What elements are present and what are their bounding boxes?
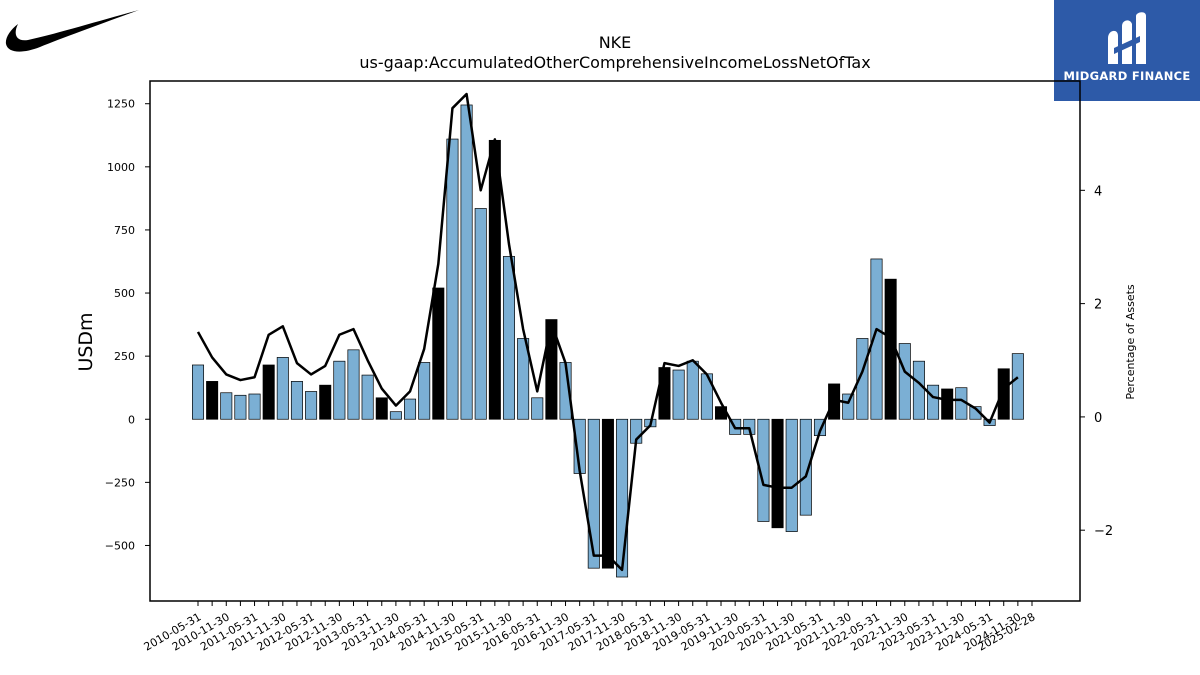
bar-2021-02-28 (799, 418, 812, 516)
bar-2016-05-31 (531, 397, 544, 420)
nike-swoosh-icon (5, 10, 140, 52)
publisher-name: MIDGARD FINANCE (1063, 69, 1191, 83)
bar-2015-11-30 (502, 256, 515, 420)
bar-2020-02-29 (743, 418, 756, 435)
bar-2023-05-31 (927, 384, 940, 420)
bar-2020-11-30 (785, 418, 798, 532)
bar-2013-08-31 (375, 397, 388, 420)
bar-2010-11-30 (220, 392, 233, 420)
bar-2017-05-31 (587, 418, 600, 569)
bar-2011-11-30 (276, 357, 289, 420)
y-tick-label: 0 (128, 413, 135, 426)
bar-2021-05-31 (813, 418, 826, 437)
y-axis-left: −500 −250 0 250 500 750 1000 1250 (105, 98, 150, 552)
bar-2011-05-31 (248, 393, 261, 420)
bar-2022-02-28 (856, 338, 869, 420)
y2-axis-label: Percentage of Assets (1124, 284, 1137, 400)
bar-2010-08-31 (206, 381, 219, 420)
bar-2014-11-30 (446, 138, 459, 420)
y-tick-label: 250 (114, 350, 135, 363)
bar-2011-02-28 (234, 394, 247, 420)
bar-2012-08-31 (319, 384, 332, 420)
bar-2024-11-30 (1011, 353, 1024, 420)
x-axis: 2010-05-312010-11-302011-05-312011-11-30… (142, 601, 1038, 654)
line-series (196, 92, 1019, 572)
bar-2018-11-30 (672, 369, 685, 420)
midgard-finance-logo: MIDGARD FINANCE (1054, 0, 1200, 101)
bar-2013-02-28 (347, 349, 360, 420)
bar-2020-08-31 (771, 418, 784, 529)
bar-2017-08-31 (601, 418, 614, 569)
y2-tick-label: 0 (1094, 411, 1102, 426)
bar-2021-11-30 (842, 393, 855, 420)
y-axis-right: −2 0 2 4 (1080, 184, 1113, 539)
bar-2022-11-30 (898, 343, 911, 420)
y-tick-label: −250 (105, 476, 135, 489)
bar-2024-08-31 (997, 368, 1010, 420)
chart-subtitle: us-gaap:AccumulatedOtherComprehensiveInc… (359, 53, 871, 72)
bar-2013-11-30 (389, 411, 402, 420)
bar-2011-08-31 (262, 364, 275, 420)
bar-2010-05-31 (192, 364, 205, 420)
y-tick-label: 500 (114, 287, 135, 300)
bar-2015-02-28 (460, 104, 473, 420)
bar-2017-11-30 (616, 418, 629, 578)
bar-2012-02-29 (290, 381, 303, 420)
bar-2015-08-31 (488, 139, 501, 420)
y2-tick-label: 4 (1094, 184, 1102, 199)
y-axis-label: USDm (75, 312, 97, 371)
bar-2012-05-31 (305, 391, 318, 420)
bar-series (192, 104, 1024, 578)
bar-2015-05-31 (474, 208, 487, 420)
bar-2019-02-28 (686, 360, 699, 420)
y2-tick-label: 2 (1094, 298, 1102, 313)
chart-title: NKE (598, 33, 632, 52)
bar-2012-11-30 (333, 360, 346, 420)
bar-2014-02-28 (404, 398, 417, 420)
bar-2020-05-31 (757, 418, 770, 522)
bar-2022-05-31 (870, 258, 883, 420)
bar-2016-02-29 (517, 338, 530, 420)
bar-2016-08-31 (545, 319, 558, 420)
y2-tick-label: −2 (1094, 524, 1113, 539)
y-tick-label: 1000 (107, 161, 135, 174)
plot-frame (149, 80, 1081, 602)
percentage-of-assets-line (196, 92, 1019, 572)
bar-2013-05-31 (361, 374, 374, 420)
bar-2023-02-28 (912, 360, 925, 420)
bar-2014-05-31 (418, 362, 431, 420)
bar-2023-08-31 (941, 388, 954, 420)
y-tick-label: 1250 (107, 98, 135, 111)
bar-2014-08-31 (432, 287, 445, 420)
y-tick-label: 750 (114, 224, 135, 237)
midgard-finance-logo-icon (1108, 12, 1146, 64)
y-tick-label: −500 (105, 539, 135, 552)
